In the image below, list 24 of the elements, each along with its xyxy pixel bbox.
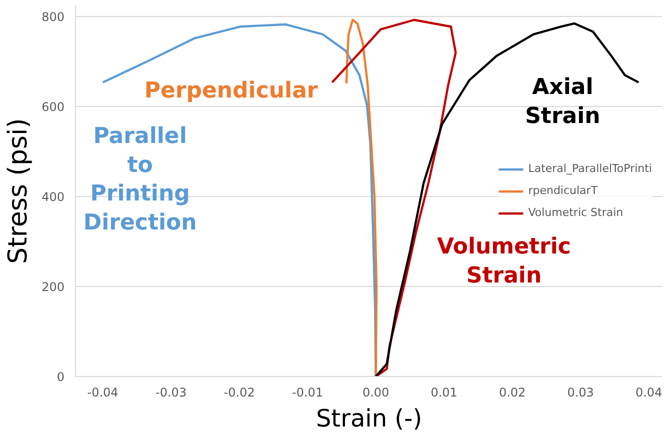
- x-tick-label: 0.00: [362, 386, 390, 400]
- y-tick-label: 200: [42, 280, 64, 294]
- legend-label: Volumetric Strain: [528, 206, 624, 219]
- x-axis-title: Strain (-): [316, 404, 422, 432]
- y-tick-label: 800: [42, 10, 64, 24]
- x-tick-label: 0.04: [635, 386, 662, 400]
- x-tick-label: -0.01: [292, 386, 324, 400]
- x-tick-label: -0.04: [87, 386, 118, 400]
- x-tick-label: 0.01: [430, 386, 458, 400]
- annotation: Parallel to Printing Direction: [83, 124, 197, 236]
- y-tick-label: 600: [42, 100, 64, 114]
- legend-label: rpendicularT: [528, 184, 598, 197]
- y-axis-title: Stress (psi): [4, 118, 34, 264]
- annotation: Perpendicular: [144, 78, 318, 104]
- annotation: Axial Strain: [525, 75, 600, 129]
- annotation: Volumetric Strain: [437, 234, 571, 288]
- legend-label: Lateral_ParallelToPrinti: [528, 162, 652, 175]
- y-tick-label: 400: [42, 190, 64, 204]
- x-tick-label: 0.03: [567, 386, 594, 400]
- x-tick-label: -0.02: [224, 386, 255, 400]
- line-series: [345, 18, 378, 376]
- y-tick-label: 0: [56, 370, 65, 384]
- x-tick-label: -0.03: [156, 386, 187, 400]
- x-tick-label: 0.02: [498, 386, 526, 400]
